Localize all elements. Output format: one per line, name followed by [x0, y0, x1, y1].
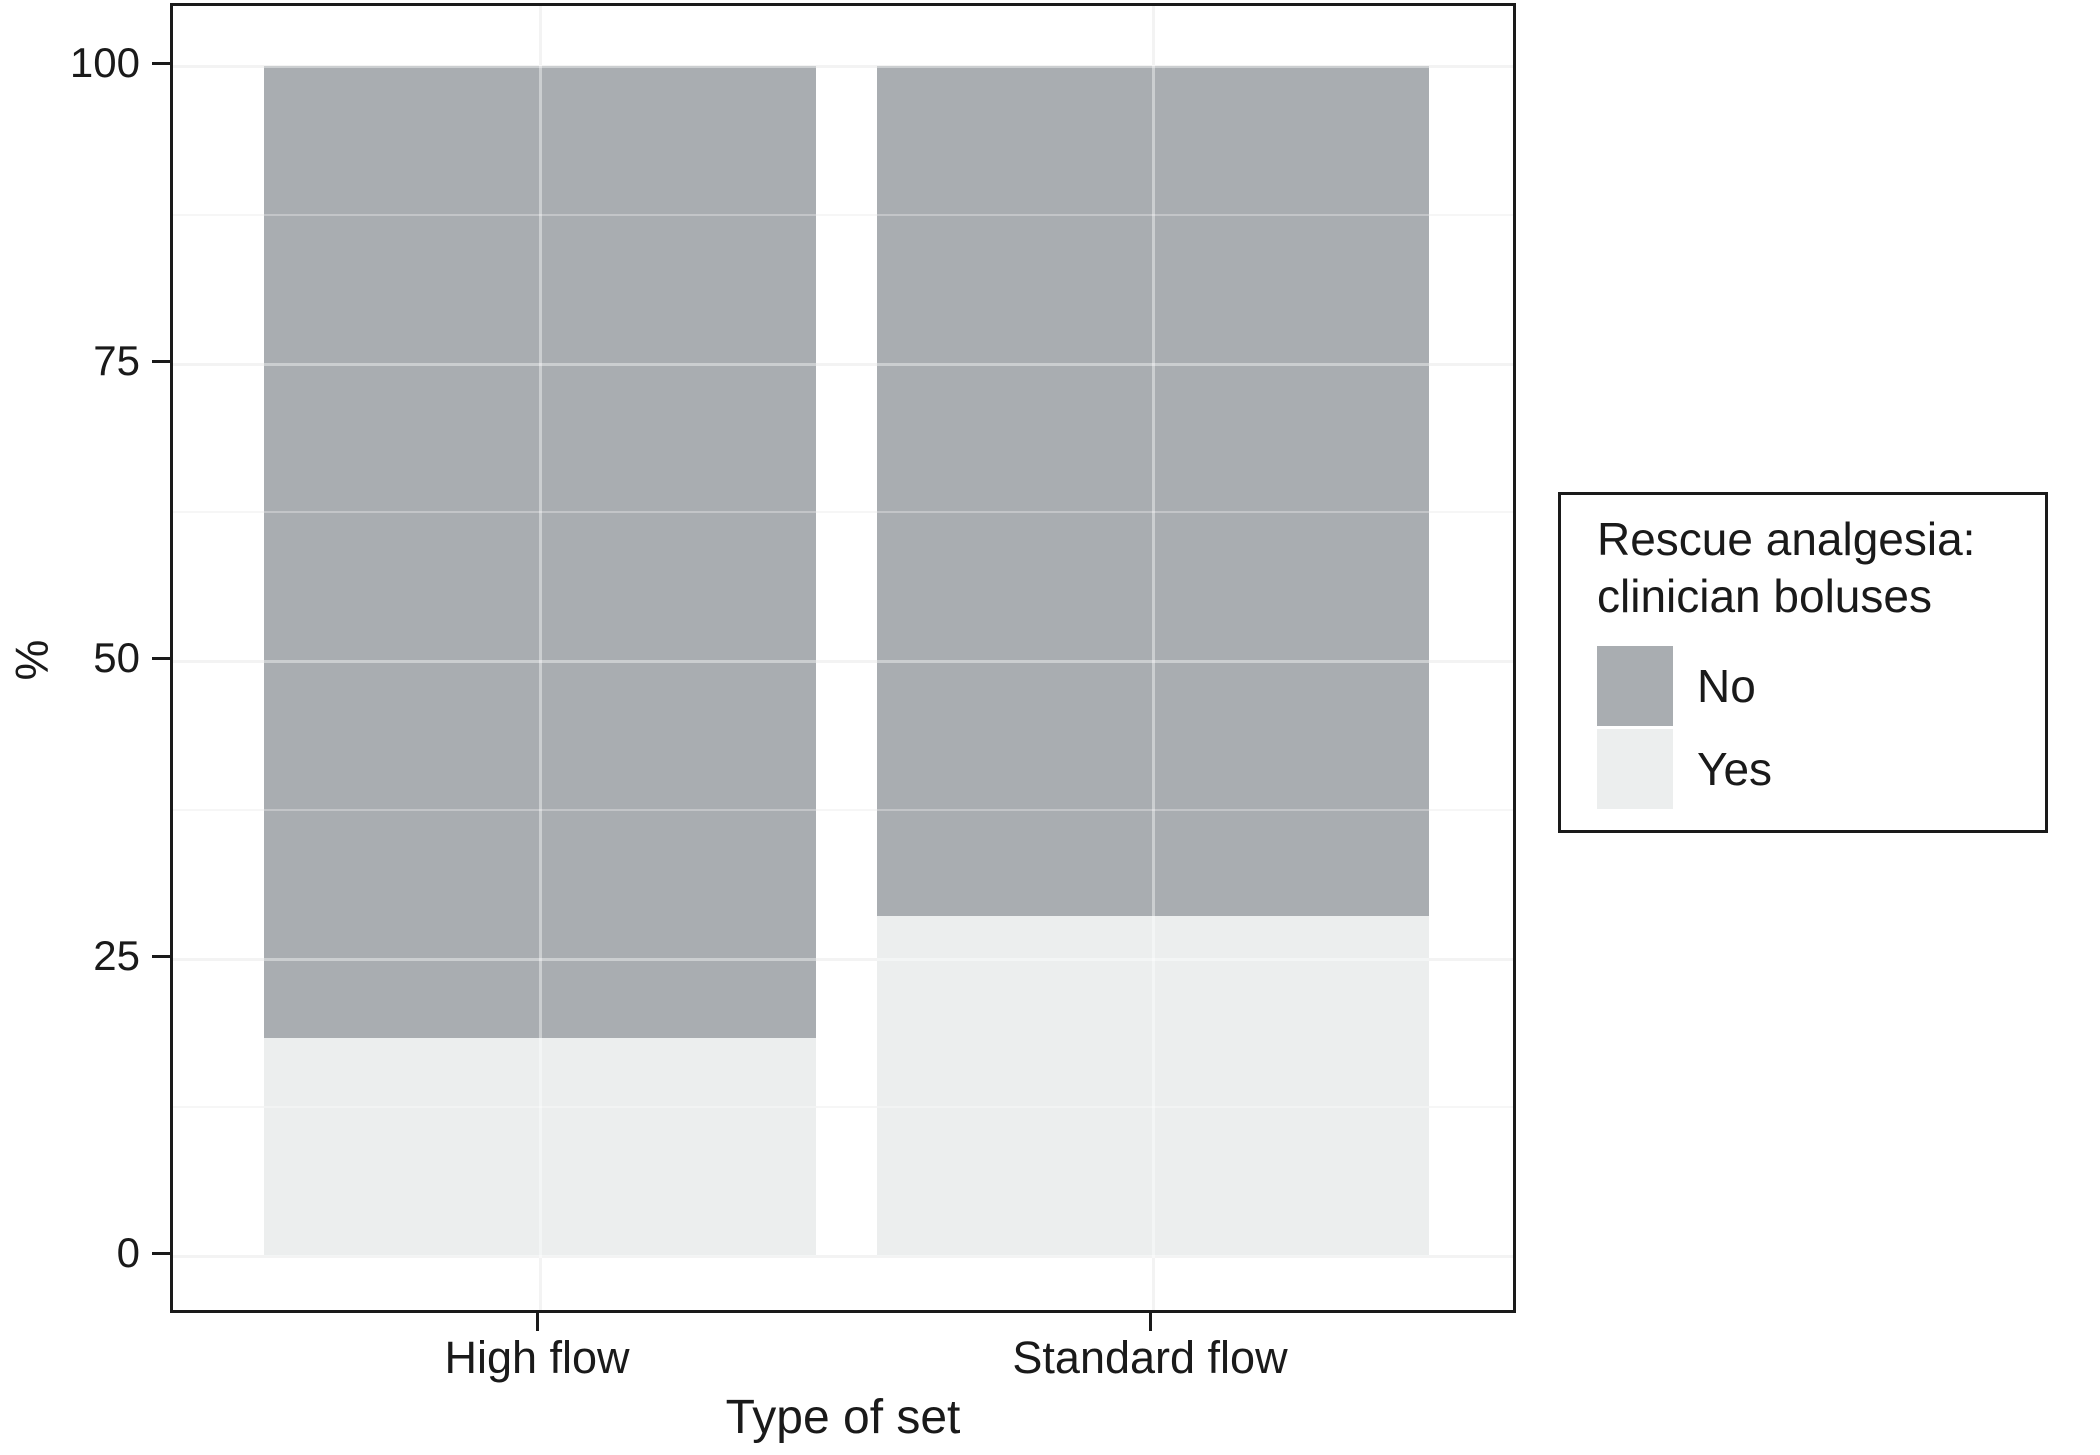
- x-axis-title: Type of set: [725, 1391, 961, 1444]
- bar-segment-no-standard-flow: [877, 66, 1429, 916]
- gridline-major-y0: [173, 1255, 1513, 1258]
- gridline-major-y75: [173, 362, 1513, 366]
- y-tick-label-75: 75: [93, 336, 140, 384]
- legend-label-yes: Yes: [1697, 743, 1773, 795]
- bar-segment-no-high-flow: [264, 66, 816, 1039]
- gridline-minor-y12.5: [173, 1106, 1513, 1109]
- x-tick-high-flow: [536, 1313, 539, 1331]
- gridline-major-y100: [173, 65, 1513, 68]
- y-tick-0: [152, 1252, 170, 1255]
- x-tick-standard-flow: [1149, 1313, 1152, 1331]
- x-tick-label-high-flow: High flow: [444, 1332, 630, 1383]
- gridline-minor-y87.5: [173, 213, 1513, 216]
- gridline-major-y50: [173, 660, 1513, 663]
- legend-swatch-no: [1597, 646, 1673, 726]
- legend-title-line-2: clinician boluses: [1597, 570, 1932, 622]
- x-tick-label-standard-flow: Standard flow: [1012, 1332, 1288, 1383]
- legend-swatch-yes: [1597, 729, 1673, 809]
- gridline-major-y25: [173, 957, 1513, 961]
- legend-label-no: No: [1697, 660, 1756, 712]
- y-tick-100: [152, 62, 170, 65]
- y-tick-50: [152, 657, 170, 660]
- legend-title-line-1: Rescue analgesia:: [1597, 513, 1976, 565]
- bar-standard-flow: [877, 6, 1429, 1310]
- legend-box: Rescue analgesia: clinician boluses No Y…: [1558, 492, 2048, 833]
- bar-high-flow: [264, 6, 816, 1310]
- legend-title: Rescue analgesia: clinician boluses: [1597, 511, 1975, 625]
- plot-panel: [170, 3, 1516, 1313]
- gridline-minor-y37.5: [173, 808, 1513, 811]
- y-tick-label-0: 0: [116, 1229, 140, 1276]
- y-tick-25: [152, 954, 170, 958]
- y-tick-label-100: 100: [69, 39, 140, 86]
- y-tick-75: [152, 359, 170, 363]
- bars-layer: [173, 6, 1513, 1310]
- bar-segment-yes-standard-flow: [877, 915, 1429, 1256]
- y-tick-label-25: 25: [93, 931, 140, 979]
- y-tick-label-50: 50: [93, 634, 140, 681]
- bar-segment-yes-high-flow: [264, 1038, 816, 1256]
- gridline-minor-y62.5: [173, 511, 1513, 514]
